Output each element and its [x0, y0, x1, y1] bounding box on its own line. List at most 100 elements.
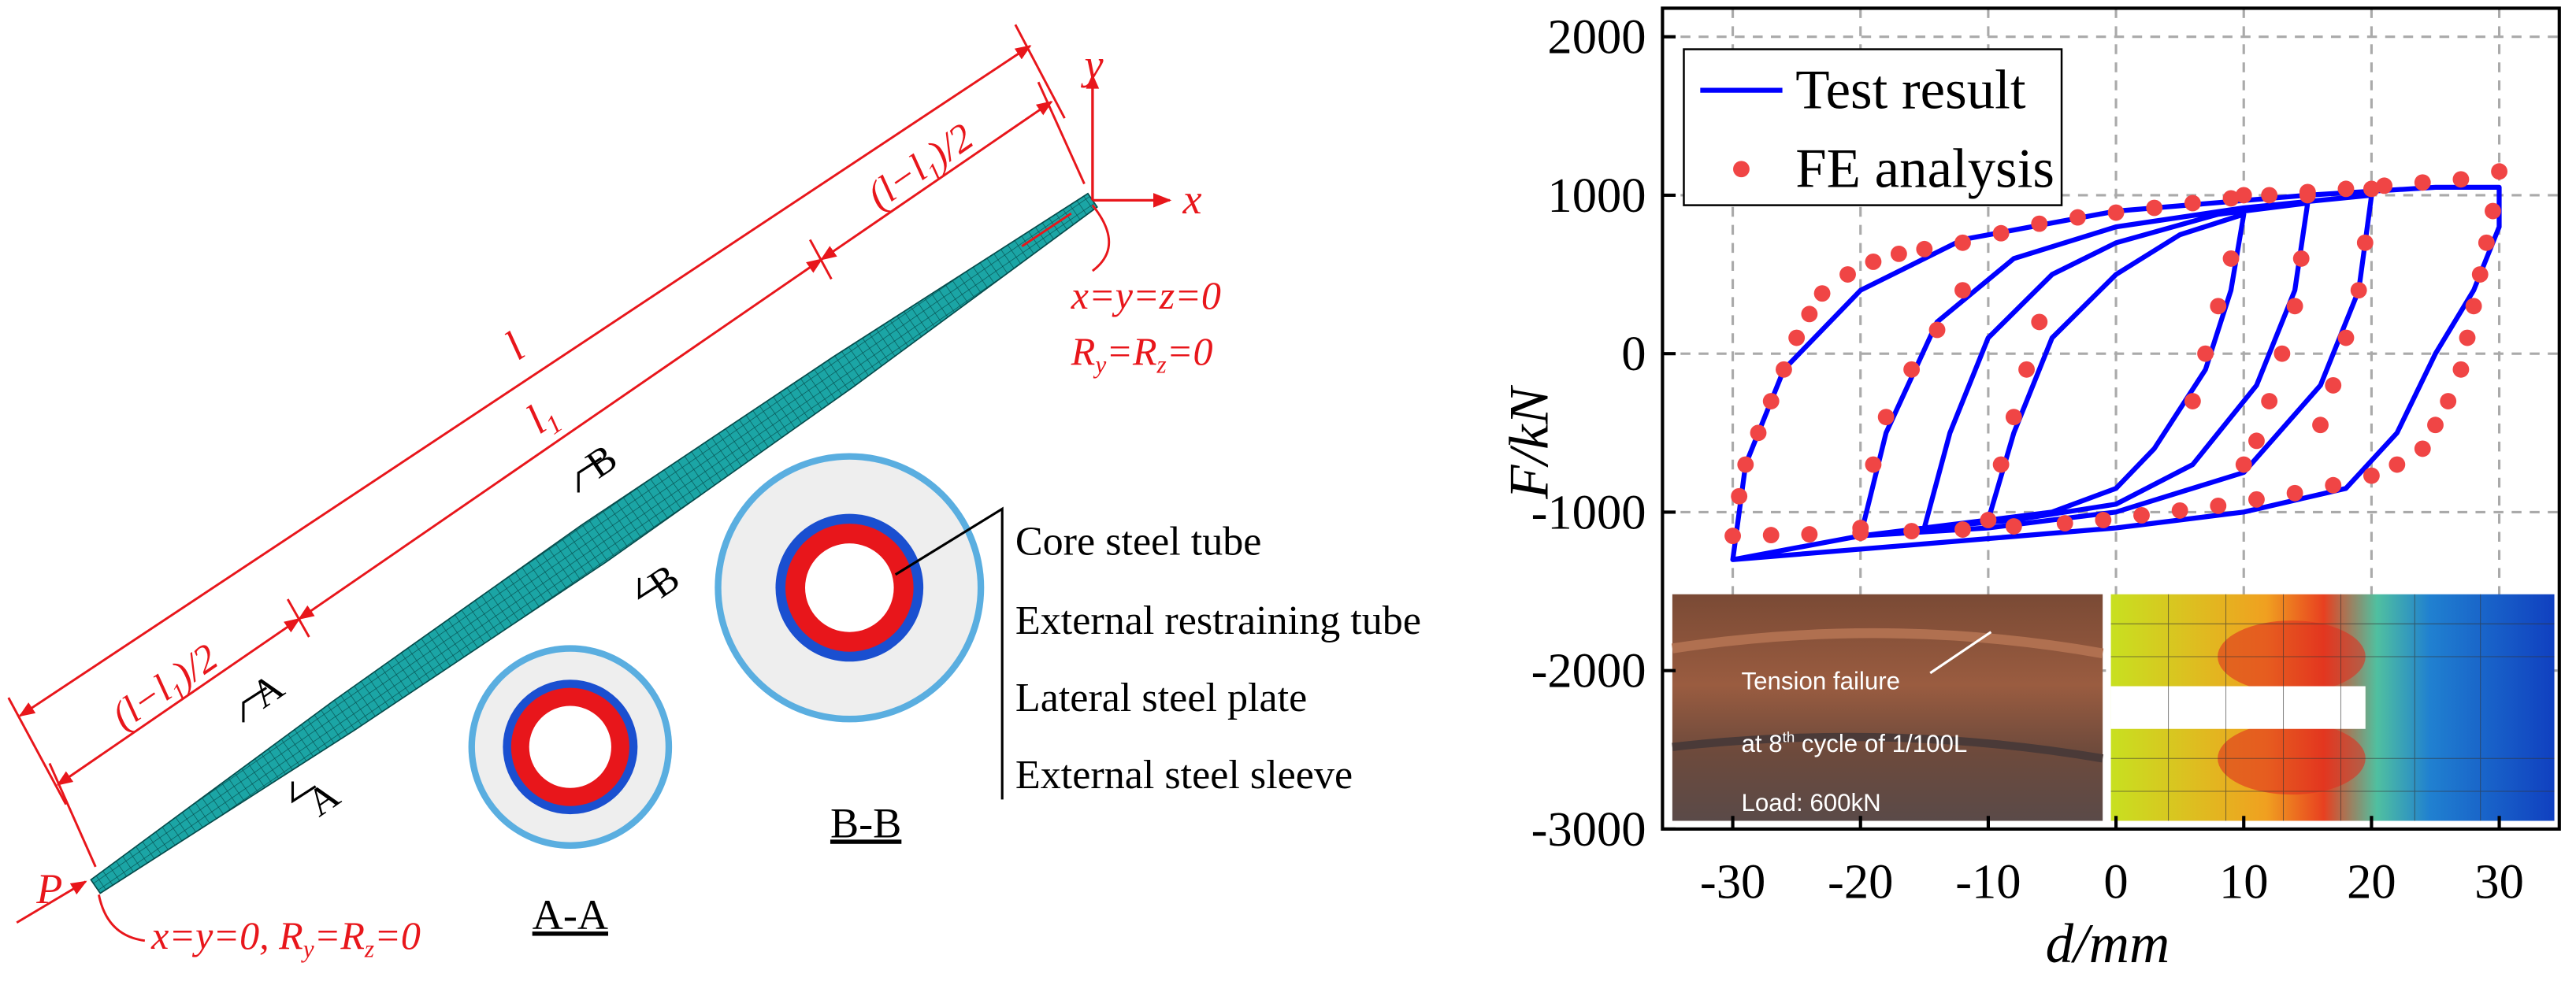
fe-point	[2273, 345, 2291, 362]
y-tick-label: 2000	[1547, 9, 1646, 65]
fe-point	[1890, 245, 1907, 262]
fe-point	[2286, 298, 2303, 315]
axis-name: y	[1080, 41, 1104, 88]
x-tick-label: 0	[2103, 854, 2128, 909]
dim-line	[298, 258, 823, 620]
fe-point	[2440, 393, 2457, 409]
text: y	[301, 935, 314, 963]
fe-point	[1903, 361, 1921, 378]
dim-line	[820, 101, 1053, 261]
arrow	[1086, 73, 1100, 89]
fe-point	[2261, 393, 2278, 409]
fe-point	[2363, 180, 2380, 198]
text: =0	[1167, 329, 1213, 373]
fe-point	[2184, 194, 2201, 212]
y-tick-label: 1000	[1547, 168, 1646, 223]
shape	[2110, 686, 2366, 729]
fe-point	[2248, 491, 2265, 508]
support-pointer	[1021, 204, 1111, 272]
load-arrow	[16, 880, 87, 924]
fe-point	[2171, 502, 2188, 519]
fe-point	[2146, 199, 2163, 217]
fe-point	[2485, 202, 2501, 220]
fe-point	[2337, 180, 2355, 198]
fe-point	[2356, 234, 2374, 251]
section-title: A-A	[533, 891, 608, 939]
shape	[529, 705, 611, 788]
fe-point	[2235, 187, 2252, 204]
text: R	[1071, 329, 1096, 373]
fe-point	[2389, 456, 2406, 473]
fe-point	[2427, 417, 2444, 434]
fe-point	[2414, 174, 2431, 191]
y-tick-label: -1000	[1531, 484, 1646, 539]
fe-point	[2031, 215, 2048, 232]
extension-lines	[7, 24, 1086, 868]
shape	[1683, 48, 2063, 206]
shape	[1671, 628, 2104, 658]
fe-point	[1762, 527, 1780, 544]
text: x=y=0, R	[150, 913, 303, 957]
fe-point	[2248, 432, 2265, 450]
fe-point	[2452, 171, 2470, 188]
axes-frame	[1661, 6, 2561, 831]
y-axis-label: F/kN	[1498, 384, 1560, 499]
fe-point	[1731, 487, 1748, 505]
fe-point	[2350, 282, 2367, 299]
fe-point	[2452, 361, 2470, 378]
fe-point	[1916, 240, 1933, 257]
component-label: External restraining tube	[1015, 598, 1421, 643]
test-curve	[1730, 184, 2502, 562]
shape	[1672, 594, 2103, 821]
fe-point	[2222, 190, 2240, 207]
fe-point	[2005, 518, 2022, 535]
fe-point	[1903, 523, 1921, 539]
text: y	[1093, 350, 1106, 378]
text: =0	[374, 913, 421, 957]
fe-point	[2491, 163, 2507, 180]
column-diagram: l l1 (l−l1)/2 (l−l1)/2 y x x=y=z=0 Ry=Rz…	[7, 24, 1421, 963]
legend: Test result FE analysis	[1683, 48, 2063, 206]
photo-text: Tension failure	[1741, 668, 1900, 695]
section-label: A	[299, 772, 347, 825]
fe-point	[2292, 250, 2310, 267]
fe-point	[1954, 521, 1971, 538]
text: th	[1783, 728, 1795, 745]
dim-label: l	[496, 324, 533, 369]
fe-point	[1865, 254, 1882, 270]
x-tick-label: 30	[2474, 854, 2524, 909]
text: z	[364, 935, 374, 963]
fe-point	[2376, 177, 2393, 194]
support-label: Ry=Rz=0	[1071, 329, 1213, 378]
shape	[1929, 631, 1992, 675]
fe-point	[1954, 234, 1971, 251]
legend-marker	[1733, 161, 1750, 178]
section-label: B	[578, 435, 625, 487]
fe-point	[2107, 204, 2125, 221]
hysteresis-chart: Tension failure at 8th cycle of 1/100L L…	[1498, 6, 2561, 975]
fe-point	[1801, 305, 1818, 323]
fe-point	[2325, 476, 2342, 494]
fe-point	[2312, 417, 2329, 434]
y-tick-label: 0	[1621, 326, 1646, 381]
fe-point	[1839, 266, 1856, 283]
fe-point	[1788, 329, 1806, 346]
fe-point	[2095, 512, 2112, 528]
fe-point	[2133, 507, 2150, 524]
fe-point	[2005, 409, 2022, 426]
fe-point	[1954, 282, 1971, 299]
load-label: P	[35, 865, 62, 913]
fe-point	[2337, 329, 2355, 346]
photo-text: at 8th cycle of 1/100L	[1741, 728, 1967, 757]
x-tick-label: 20	[2347, 854, 2396, 909]
fe-point	[2235, 456, 2252, 473]
photo-text: Load: 600kN	[1741, 789, 1880, 817]
coord-axes	[1091, 73, 1170, 201]
legend-label: Test result	[1795, 60, 2026, 121]
fe-point	[1750, 424, 1767, 442]
fe-point	[1980, 512, 1997, 528]
section-bb	[715, 453, 985, 723]
axis-name: x	[1182, 176, 1202, 223]
fe-point	[2478, 234, 2495, 251]
